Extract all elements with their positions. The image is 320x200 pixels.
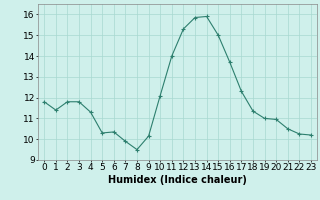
X-axis label: Humidex (Indice chaleur): Humidex (Indice chaleur) [108,175,247,185]
